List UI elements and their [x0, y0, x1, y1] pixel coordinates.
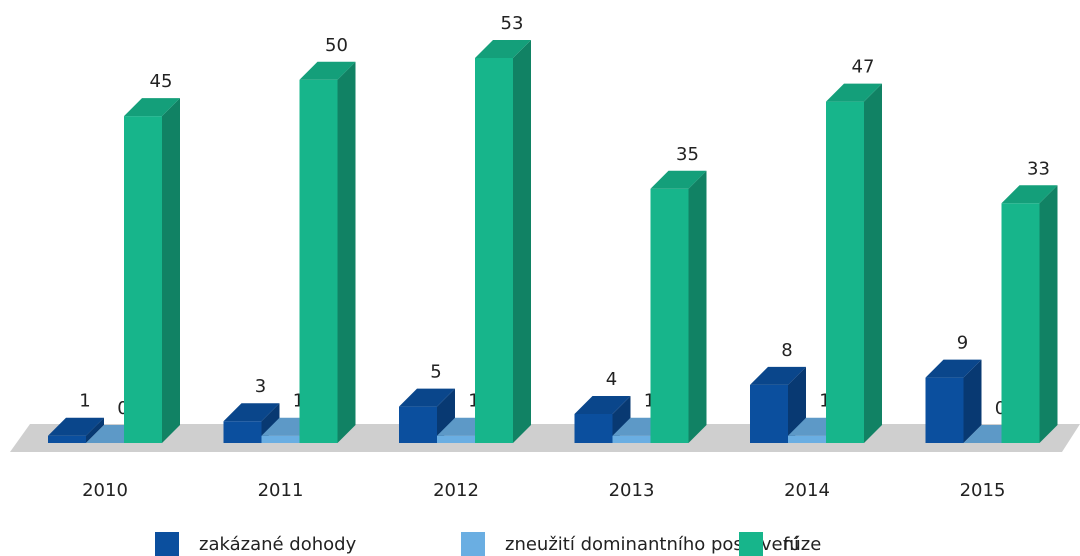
bar [299, 61, 356, 444]
bar-side [688, 170, 707, 444]
data-label: 45 [150, 71, 173, 92]
bar [650, 170, 707, 444]
bar-front [612, 435, 651, 443]
x-tick-label: 2012 [433, 480, 479, 501]
data-label: 1 [644, 391, 655, 412]
data-label: 1 [293, 391, 304, 412]
bar-front [750, 384, 788, 443]
bar-top [48, 417, 104, 436]
bar-front [299, 79, 338, 443]
bar-top [124, 98, 180, 117]
bar-side [1039, 185, 1058, 443]
bar-top [650, 170, 707, 189]
bar-side [162, 98, 180, 443]
bar-front [574, 413, 613, 443]
bar-top [750, 366, 806, 385]
bar-front [475, 58, 513, 443]
bar-front [261, 435, 300, 443]
bar-side [337, 61, 356, 444]
legend-swatch [739, 532, 763, 556]
data-label: 53 [501, 13, 524, 34]
bar-front [399, 406, 437, 443]
bar-side [963, 359, 982, 443]
data-label: 47 [852, 57, 875, 78]
legend-label: fúze [783, 534, 821, 555]
bar [223, 403, 280, 443]
legend-label: zakázané dohody [199, 534, 357, 555]
bar-front [437, 435, 475, 443]
bar-top [574, 395, 631, 414]
bar-front [1001, 203, 1040, 443]
bar [1001, 185, 1058, 443]
x-tick-label: 2011 [258, 480, 304, 501]
bar-side [864, 83, 882, 444]
data-label: 3 [255, 376, 266, 397]
data-label: 35 [676, 144, 699, 165]
legend-swatch [461, 532, 485, 556]
bar [574, 395, 631, 443]
data-label: 0 [117, 398, 128, 419]
bar-top [475, 40, 531, 58]
data-label: 4 [606, 369, 617, 390]
data-label: 5 [430, 362, 441, 383]
data-label: 1 [819, 391, 830, 412]
bar [750, 366, 806, 443]
bar-side [86, 417, 104, 443]
bar-top [925, 359, 982, 378]
bar-front [925, 377, 964, 443]
bar-front [124, 116, 162, 443]
bar-top [299, 61, 356, 80]
legend-label: zneužití dominantního postavení [505, 534, 800, 555]
bar-front [826, 101, 864, 444]
bar [48, 417, 104, 443]
bar-front [788, 435, 826, 443]
data-label: 9 [957, 333, 968, 354]
bar-front [650, 188, 689, 443]
bar-top [1001, 185, 1058, 204]
bar-front [48, 435, 86, 443]
bar-front [223, 421, 262, 443]
data-label: 8 [781, 340, 792, 361]
bar-side [513, 40, 531, 443]
bar [399, 388, 455, 443]
data-label: 50 [325, 35, 348, 56]
data-label: 1 [468, 391, 479, 412]
data-label: 0 [995, 398, 1006, 419]
bar [475, 40, 531, 443]
legend-swatch [155, 532, 179, 556]
bar [925, 359, 982, 443]
data-label: 33 [1027, 158, 1050, 179]
bar [124, 98, 180, 443]
data-label: 1 [79, 391, 90, 412]
bar-top [826, 83, 882, 102]
bar [826, 83, 882, 444]
bar-top [223, 403, 280, 422]
x-tick-label: 2015 [960, 480, 1006, 501]
x-tick-label: 2010 [82, 480, 128, 501]
x-tick-label: 2013 [609, 480, 655, 501]
x-tick-label: 2014 [784, 480, 830, 501]
bar-top [399, 388, 455, 407]
